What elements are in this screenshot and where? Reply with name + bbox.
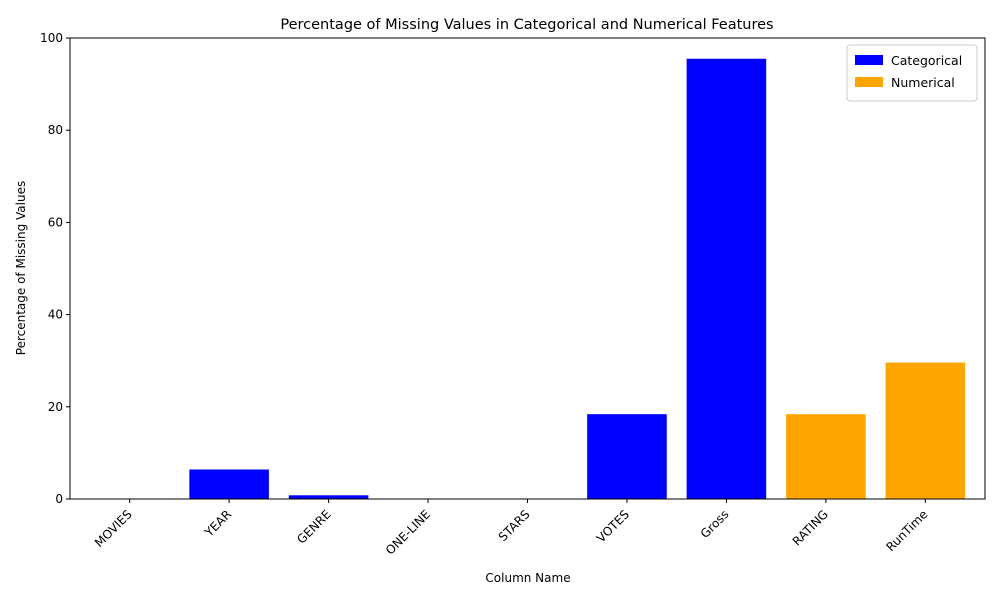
plot-area: 0 20 40 60 80 100 MOVIES YEAR GENRE ONE-LINE STARS… bbox=[40, 31, 986, 558]
bar-numerical-rating bbox=[786, 414, 866, 499]
legend-swatch-numerical bbox=[855, 77, 883, 87]
x-tick-label: RunTime bbox=[884, 507, 931, 554]
bar-numerical-runtime bbox=[885, 362, 966, 499]
x-tick-label: STARS bbox=[496, 507, 533, 544]
x-tick-label: ONE-LINE bbox=[383, 507, 433, 557]
x-axis-label: Column Name bbox=[485, 571, 570, 585]
legend: Categorical Numerical bbox=[846, 44, 978, 102]
y-tick-label: 60 bbox=[48, 215, 63, 229]
y-tick-label: 100 bbox=[40, 31, 63, 45]
bar-categorical-votes bbox=[587, 414, 667, 499]
chart-title: Percentage of Missing Values in Categori… bbox=[280, 17, 773, 33]
bar-categorical-year bbox=[189, 469, 269, 499]
y-axis-label: Percentage of Missing Values bbox=[14, 181, 28, 355]
x-tick-label: GENRE bbox=[294, 507, 333, 546]
x-tick-label: MOVIES bbox=[92, 507, 135, 550]
y-tick-label: 80 bbox=[48, 123, 63, 137]
y-tick-label: 40 bbox=[48, 308, 63, 322]
legend-label-categorical: Categorical bbox=[891, 53, 962, 68]
y-tick-label: 0 bbox=[55, 492, 63, 506]
legend-label-numerical: Numerical bbox=[891, 75, 955, 90]
x-tick-label: RATING bbox=[790, 507, 831, 548]
x-tick-label: VOTES bbox=[594, 507, 632, 545]
x-tick-label: YEAR bbox=[201, 507, 234, 540]
bar-categorical-gross bbox=[686, 58, 767, 500]
legend-swatch-categorical bbox=[855, 55, 883, 65]
x-tick-label: Gross bbox=[698, 507, 732, 541]
bar-categorical-genre bbox=[288, 495, 369, 499]
y-tick-label: 20 bbox=[48, 400, 63, 414]
